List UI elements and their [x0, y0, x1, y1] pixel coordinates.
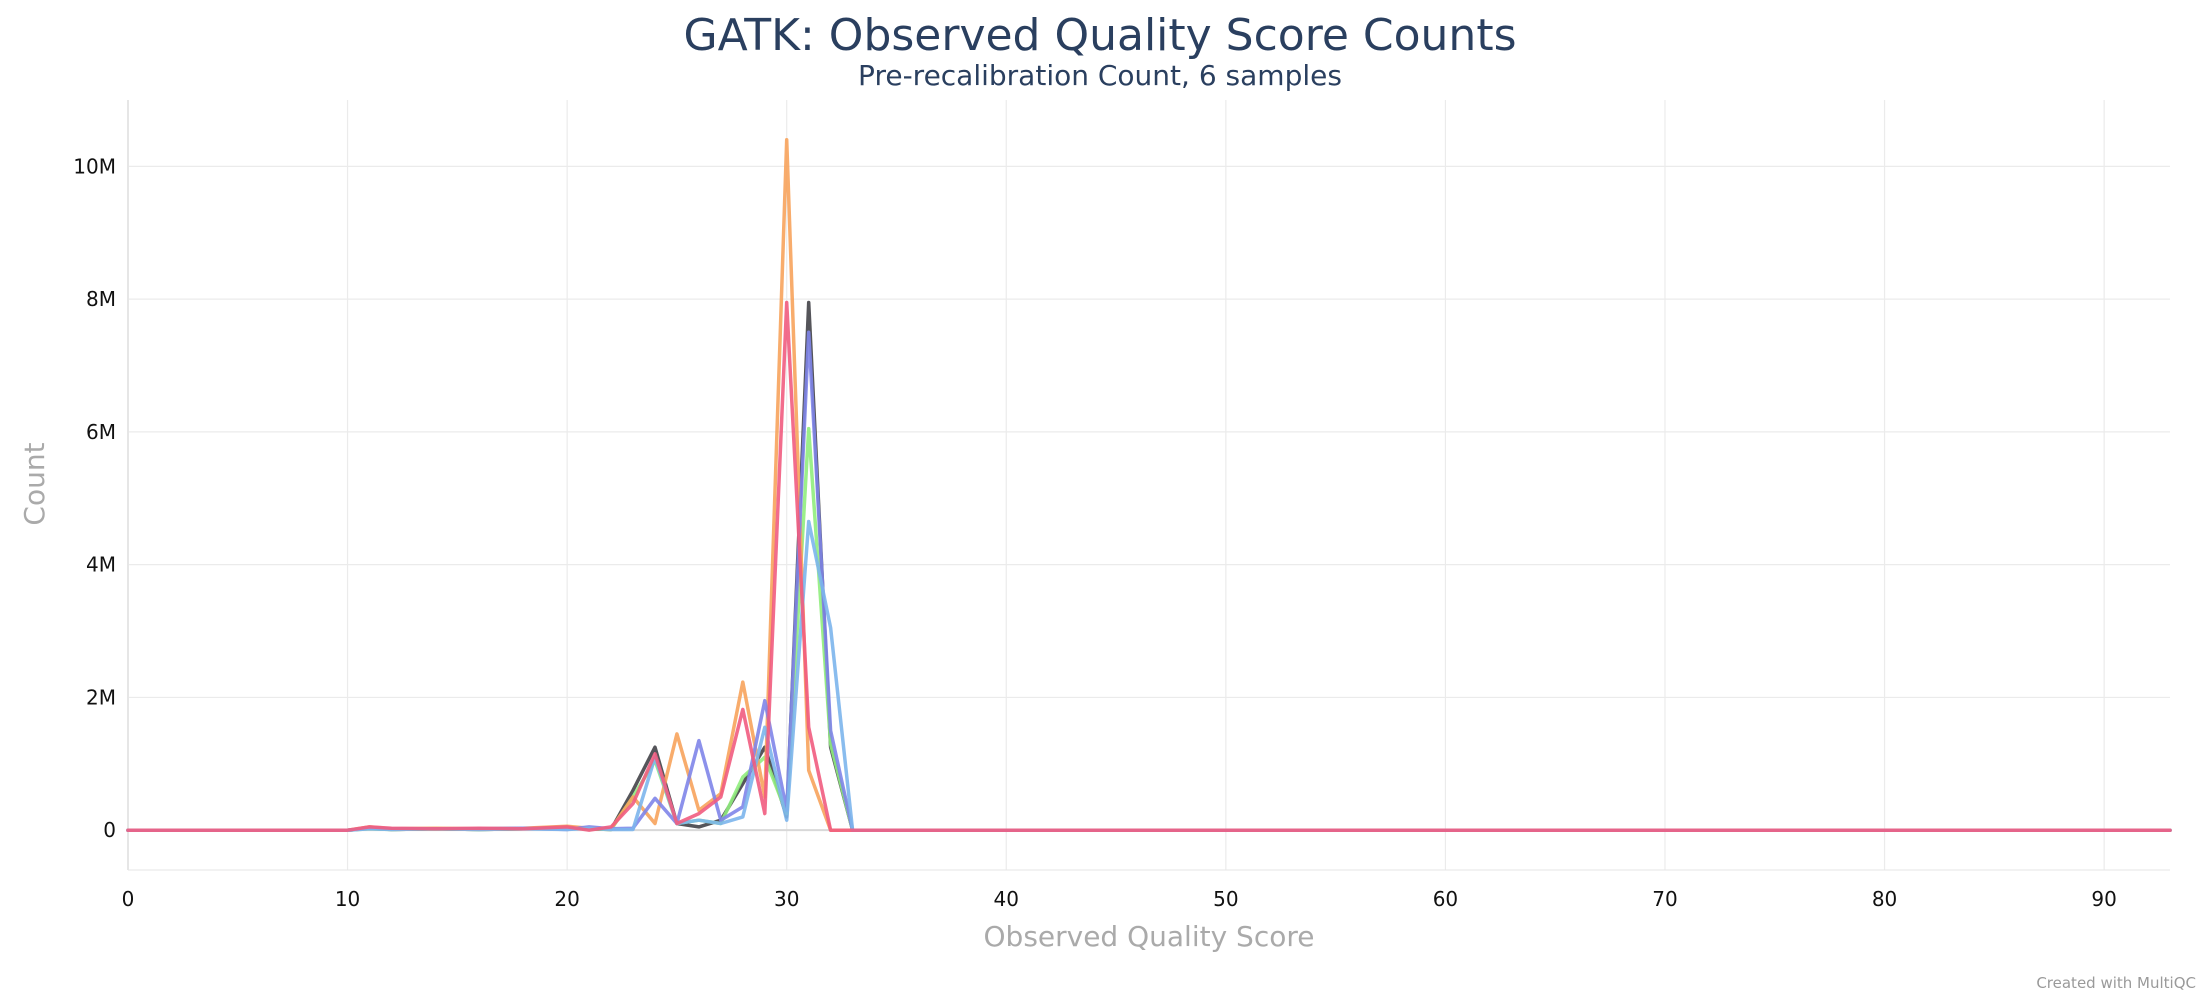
- y-tick-label: 4M: [86, 553, 116, 577]
- series-line-5: [126, 519, 2172, 832]
- x-tick-label: 90: [2091, 887, 2116, 911]
- y-tick-label: 8M: [86, 287, 116, 311]
- grid-lines: [127, 100, 2170, 870]
- y-tick-label: 10M: [73, 154, 116, 178]
- x-tick-label: 30: [774, 887, 799, 911]
- x-tick-label: 60: [1433, 887, 1458, 911]
- chart-title: GATK: Observed Quality Score Counts: [683, 10, 1517, 61]
- series-line-3: [126, 138, 2172, 832]
- axes: 0 10 20 30 40 50 60 70 80 90 0 2M 4M 6M 8M 10M: [73, 100, 2170, 911]
- x-tick-label: 70: [1652, 887, 1677, 911]
- x-tick-label: 40: [994, 887, 1019, 911]
- y-axis-title: Count: [18, 442, 51, 525]
- y-tick-label: 6M: [86, 420, 116, 444]
- axis-labels: Observed Quality Score Count: [18, 442, 1314, 953]
- x-tick-label: 10: [335, 887, 360, 911]
- credit-label: Created with MultiQC: [2036, 974, 2196, 992]
- series-line-6: [126, 300, 2172, 832]
- y-tick-label: 0: [103, 818, 116, 842]
- x-tick-label: 50: [1213, 887, 1238, 911]
- x-tick-label: 0: [122, 887, 135, 911]
- series-line-4: [126, 330, 2172, 832]
- series-line-1: [126, 300, 2172, 832]
- x-tick-label: 20: [554, 887, 579, 911]
- x-tick-label: 80: [1872, 887, 1897, 911]
- chart-subtitle: Pre-recalibration Count, 6 samples: [858, 59, 1342, 92]
- x-axis-title: Observed Quality Score: [984, 920, 1315, 953]
- series-line-2: [126, 426, 2172, 832]
- y-tick-label: 2M: [86, 685, 116, 709]
- series-lines: [126, 138, 2172, 832]
